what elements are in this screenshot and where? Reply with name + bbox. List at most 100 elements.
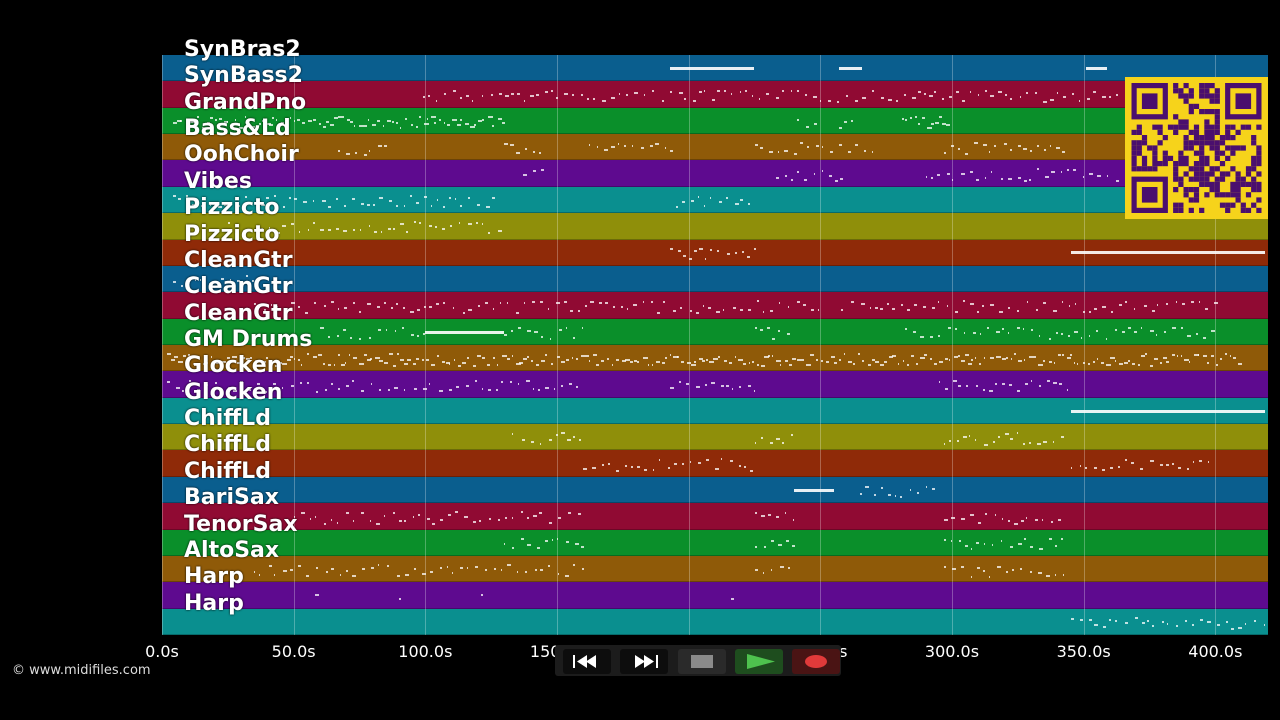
- note: [328, 335, 330, 338]
- note: [557, 538, 559, 541]
- note: [794, 153, 798, 156]
- note: [944, 443, 946, 446]
- grid-line: [425, 55, 427, 635]
- note: [881, 97, 885, 99]
- note: [399, 597, 401, 600]
- note: [1088, 311, 1092, 314]
- note: [996, 566, 1001, 569]
- note: [976, 384, 979, 387]
- note: [848, 151, 851, 154]
- note: [447, 514, 452, 516]
- note: [482, 223, 484, 226]
- note: [241, 357, 245, 360]
- note: [385, 328, 387, 331]
- note: [1207, 460, 1210, 463]
- note: [434, 122, 437, 125]
- note: [442, 206, 446, 209]
- note: [952, 179, 954, 182]
- track-label: GrandPno: [184, 89, 307, 115]
- note: [487, 364, 490, 367]
- note: [781, 90, 784, 93]
- note: [889, 356, 893, 359]
- note: [1078, 100, 1081, 103]
- note: [1070, 409, 1266, 413]
- note: [1068, 305, 1071, 308]
- record-button[interactable]: [792, 649, 840, 674]
- note: [392, 120, 394, 123]
- note: [1116, 93, 1118, 96]
- note: [1197, 354, 1199, 357]
- play-button[interactable]: [735, 649, 783, 674]
- note: [995, 331, 1000, 334]
- note: [720, 384, 724, 387]
- note: [1001, 518, 1003, 521]
- note: [762, 310, 765, 313]
- note: [580, 94, 584, 97]
- note: [383, 361, 389, 364]
- note: [1024, 180, 1027, 183]
- note: [1263, 623, 1266, 626]
- note: [338, 149, 341, 152]
- note: [1029, 571, 1032, 574]
- time-tick-label: 50.0s: [271, 642, 316, 661]
- note: [565, 575, 570, 578]
- note: [1060, 170, 1062, 173]
- note: [415, 201, 420, 204]
- note: [1108, 95, 1111, 98]
- note: [684, 97, 686, 100]
- note: [916, 363, 918, 366]
- note: [413, 221, 416, 224]
- note: [816, 145, 819, 148]
- note: [274, 364, 279, 367]
- note: [1186, 468, 1190, 471]
- note: [888, 98, 892, 101]
- note: [396, 204, 399, 207]
- note: [621, 359, 627, 362]
- rewind-button[interactable]: [563, 649, 611, 674]
- note: [435, 99, 438, 102]
- note: [782, 441, 784, 444]
- note: [778, 330, 780, 333]
- note: [985, 89, 988, 92]
- note: [506, 301, 509, 304]
- note: [944, 538, 947, 541]
- note: [1014, 352, 1016, 355]
- note: [969, 302, 974, 305]
- track-lane: [162, 345, 1268, 372]
- note: [634, 360, 638, 363]
- note: [1192, 460, 1195, 463]
- note: [606, 358, 609, 361]
- note: [834, 179, 838, 182]
- note: [522, 357, 527, 360]
- note: [914, 116, 917, 119]
- note: [1118, 303, 1122, 306]
- stop-button[interactable]: [678, 649, 726, 674]
- note: [397, 352, 400, 355]
- note: [717, 89, 720, 92]
- note: [261, 120, 266, 123]
- note: [379, 360, 384, 363]
- note: [306, 574, 309, 577]
- note: [303, 201, 307, 204]
- note: [950, 539, 953, 542]
- note: [704, 258, 707, 261]
- note: [323, 304, 327, 307]
- time-tick-label: 0.0s: [145, 642, 179, 661]
- note: [588, 360, 591, 363]
- track-label: Glocken: [184, 353, 283, 379]
- note: [458, 221, 461, 224]
- note: [575, 542, 579, 545]
- note: [491, 94, 494, 97]
- note: [565, 327, 568, 330]
- note: [298, 359, 300, 362]
- note: [371, 123, 377, 126]
- note: [751, 94, 753, 97]
- note: [923, 353, 927, 356]
- note: [747, 385, 752, 388]
- fast-forward-button[interactable]: [620, 649, 668, 674]
- note: [880, 308, 883, 311]
- note: [680, 307, 683, 310]
- note: [273, 382, 276, 385]
- note: [1070, 467, 1072, 470]
- note: [180, 120, 182, 123]
